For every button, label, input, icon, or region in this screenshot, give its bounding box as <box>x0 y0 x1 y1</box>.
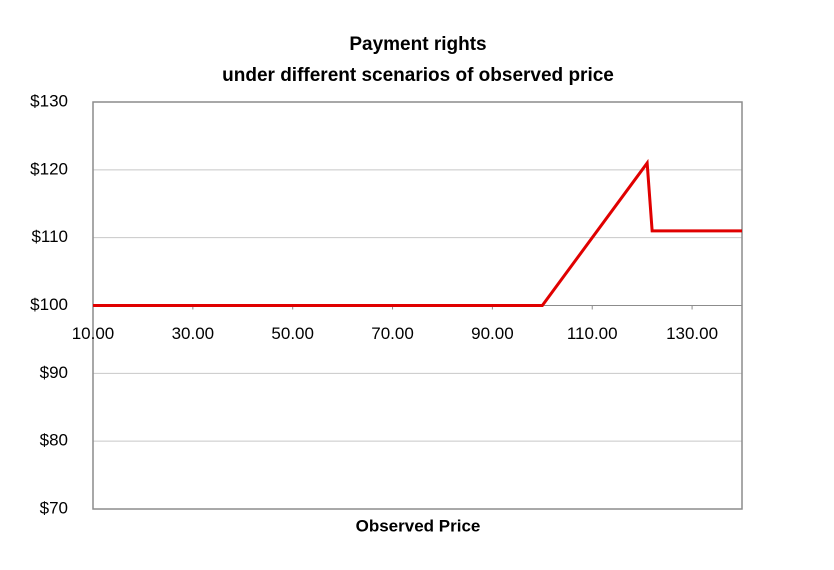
x-tick-label: 50.00 <box>271 324 314 343</box>
x-axis-label: Observed Price <box>356 516 481 535</box>
y-tick-label: $90 <box>40 363 68 382</box>
y-tick-label: $120 <box>30 159 68 178</box>
x-tick-label: 130.00 <box>666 324 718 343</box>
x-tick-label: 70.00 <box>371 324 414 343</box>
x-tick-label: 90.00 <box>471 324 514 343</box>
x-tick-label: 10.00 <box>72 324 115 343</box>
y-tick-label: $80 <box>40 431 68 450</box>
x-tick-label: 30.00 <box>172 324 215 343</box>
data-line <box>93 158 742 307</box>
y-tick-label: $130 <box>30 91 68 110</box>
y-tick-label: $100 <box>30 295 68 314</box>
y-tick-label: $70 <box>40 498 68 517</box>
x-tick-label: 110.00 <box>567 324 618 343</box>
chart-title: Payment rights <box>349 34 486 55</box>
chart-subtitle: under different scenarios of observed pr… <box>222 65 614 86</box>
y-tick-label: $110 <box>31 227 68 246</box>
